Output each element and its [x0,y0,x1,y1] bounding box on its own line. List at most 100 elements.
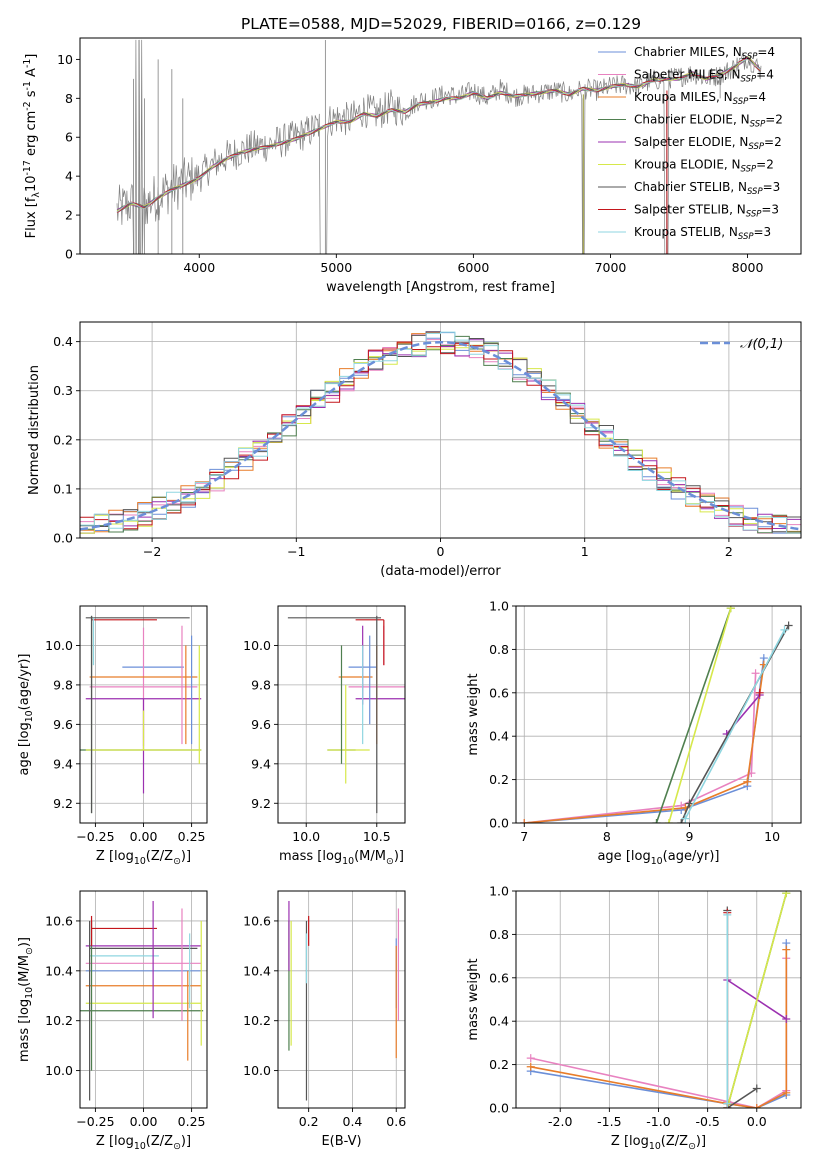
observed-spectrum [116,39,762,254]
y-tick-label: 0.0 [489,816,509,831]
plus-marker [526,1062,535,1071]
x-axis-label: age [log10(age/yr)] [597,849,719,867]
x-tick-label: 8000 [732,260,764,275]
y-tick-label: 10.2 [45,1013,73,1028]
y-tick-label: 9.4 [251,756,271,771]
y-tick-label: 1.0 [489,884,509,899]
x-axis-label: Z [log10(Z/Z⊙)] [611,1134,706,1152]
x-tick-label: 5000 [320,260,352,275]
y-tick-label: 9.6 [251,717,271,732]
plus-marker [752,1104,761,1108]
axes-frame [79,605,208,824]
x-axis-label: Z [log10(Z/Z⊙)] [96,1134,191,1152]
mass-weight-line [726,910,758,1108]
x-tick-label: −0.25 [76,829,114,844]
y-tick-label: 10 [57,52,73,67]
x-axis-label: wavelength [Angstrom, rest frame] [326,280,555,295]
y-tick-label: 10.4 [243,963,271,978]
y-tick-label: 10.0 [45,638,73,653]
plus-marker [652,819,661,823]
x-axis-label: Z [log10(Z/Z⊙)] [96,849,191,867]
plot-area [80,615,202,814]
x-tick-label: -1.0 [646,1114,670,1129]
legend-label: Salpeter MILES, NSSP=4 [634,68,774,85]
y-axis-label: mass weight [466,673,481,755]
y-tick-label: 9.4 [53,756,73,771]
y-tick-label: 0.8 [489,927,509,942]
x-tick-label: 9 [686,829,694,844]
x-tick-label: 1 [581,544,589,559]
plus-marker [743,777,752,786]
plus-marker [685,799,694,808]
y-tick-label: 0.2 [53,432,73,447]
histogram-series [80,331,801,534]
y-tick-label: 6 [65,130,73,145]
plus-marker [782,891,791,898]
y-tick-label: 9.8 [251,677,271,692]
mass-weight-line [655,607,732,823]
y-tick-label: 4 [65,169,73,184]
y-tick-label: 10.0 [243,1063,271,1078]
y-tick-label: 0.4 [53,334,73,349]
y-axis-label: age [log10(age/yr)] [17,653,35,775]
plus-marker [664,819,673,823]
legend: Chabrier MILES, NSSP=4 Salpeter MILES, NS… [598,45,783,242]
y-tick-label: 0.6 [489,685,509,700]
plus-marker [677,819,686,823]
plus-marker [782,1088,791,1097]
x-tick-label: 8 [603,829,611,844]
y-tick-label: 0.2 [489,1057,509,1072]
plus-marker [782,1015,791,1024]
plot-area [116,39,762,254]
x-tick-label: 0.4 [343,1114,363,1129]
axes-frame [79,37,802,255]
x-axis-label: mass [log10(M/M⊙)] [279,849,404,867]
x-tick-label: 0.25 [178,1114,206,1129]
plus-marker [723,910,732,919]
y-tick-label: 10.6 [243,913,271,928]
y-tick-label: 0.2 [489,772,509,787]
axes-frame [277,605,406,824]
axes-frame [79,890,208,1109]
plot-area [80,331,801,534]
plus-marker [681,814,690,823]
plot-area [288,900,400,1101]
chart-mass-vs-Z: −0.25 0.00 0.25 10.0 10.2 10.4 10.6 Z [log10(Z/… [17,890,208,1152]
y-axis-label: Normed distribution [27,365,42,495]
y-tick-label: 0.8 [489,642,509,657]
mass-weight-line [684,629,786,820]
plot-area [526,891,791,1108]
y-axis-label: mass [log10(M/M⊙)] [17,937,35,1062]
x-tick-label: 0.0 [747,1114,767,1129]
x-tick-label: -2.0 [548,1114,572,1129]
plus-marker [751,669,760,678]
x-tick-label: 7000 [595,260,627,275]
y-tick-label: 10.2 [243,1013,271,1028]
chart-residuals: −2 −1 0 1 2 0.0 0.1 0.2 0.3 0.4 (data-model)/error… [27,321,802,579]
mass-weight-line [726,892,788,1108]
histogram-series [80,341,801,534]
chart-age-vs-mass: 10.0 10.5 9.2 9.4 9.6 9.8 10.0 mass [log10(M/M⊙… [243,605,406,867]
legend-label: Salpeter ELODIE, NSSP=2 [634,135,782,152]
plus-marker [752,1084,761,1093]
y-tick-label: 8 [65,91,73,106]
x-tick-label: 0 [437,544,445,559]
legend-label: Kroupa STELIB, NSSP=3 [634,225,771,242]
x-axis-label: (data-model)/error [380,564,501,579]
x-tick-label: −1 [287,544,305,559]
legend-label: 𝒩(0,1) [740,337,783,352]
chart-spectrum: 4000 5000 6000 7000 8000 0 2 4 6 8 10 wavelength [A… [22,37,802,295]
plus-marker [755,688,764,697]
y-tick-label: 0.0 [489,1101,509,1116]
axes-frame [515,890,802,1109]
x-tick-label: 0.00 [130,829,158,844]
y-tick-label: 10.4 [45,963,73,978]
mass-weight-line [668,607,732,823]
plus-marker [726,606,735,613]
chart-age-vs-Z: −0.25 0.00 0.25 9.2 9.4 9.6 9.8 10.0 Z [log10(Z/… [17,605,208,867]
plus-marker [526,1054,535,1063]
y-tick-label: 10.6 [45,913,73,928]
y-tick-label: 1.0 [489,599,509,614]
chart-massweight-vs-Z: -2.0 -1.5 -1.0 -0.5 0.0 0.0 0.2 0.4 0.6 0.8 1.0 Z [… [466,884,802,1152]
